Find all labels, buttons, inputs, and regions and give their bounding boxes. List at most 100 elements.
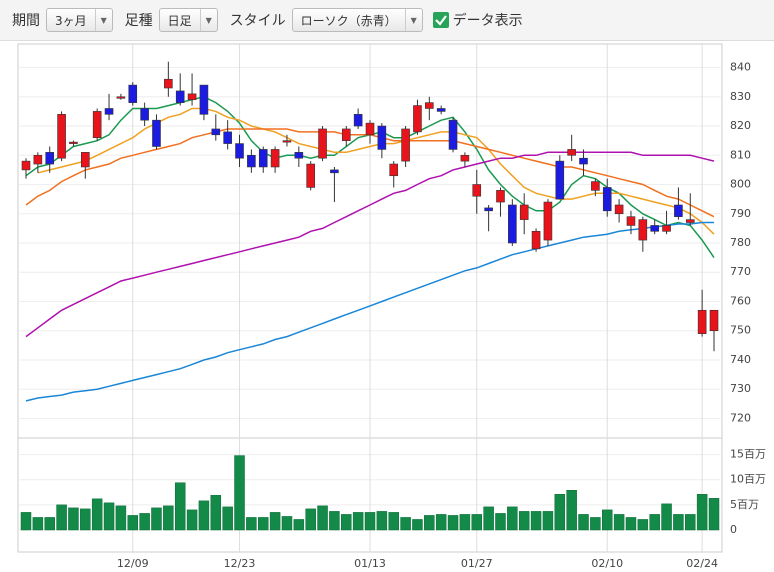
candle-body [211, 128, 221, 136]
candle-body [199, 84, 209, 115]
volume-bar [269, 512, 281, 531]
candle-body [247, 154, 256, 168]
candle-body [116, 96, 126, 99]
candle-body [555, 160, 565, 200]
y-tick-label: 780 [730, 236, 751, 249]
candle-body [294, 152, 304, 159]
candle-body [685, 219, 695, 223]
volume-bar [661, 503, 672, 531]
period-select[interactable]: 3ヶ月 ▼ [46, 8, 113, 32]
candle-body [543, 201, 553, 241]
candle-body [567, 149, 576, 156]
candle-body [638, 219, 648, 241]
volume-tick-label: 0 [730, 523, 737, 536]
bar-value: 日足 [167, 13, 192, 28]
candle-body [104, 108, 114, 115]
volume-bar [174, 482, 186, 531]
candle-body [614, 204, 624, 215]
volume-bar [518, 511, 530, 531]
x-tick-label: 02/10 [591, 557, 623, 570]
candle-body [519, 204, 529, 220]
volume-bar [566, 490, 577, 531]
candle-body [460, 154, 470, 162]
volume-bar [554, 494, 566, 531]
y-tick-label: 720 [730, 411, 751, 424]
volume-bar [435, 514, 447, 531]
volume-bar [542, 511, 554, 531]
y-tick-label: 810 [730, 148, 751, 161]
candle-body [389, 163, 399, 177]
volume-bar [424, 515, 435, 531]
period-label: 期間 [12, 13, 40, 29]
volume-tick-label: 5百万 [730, 498, 759, 511]
candle-body [425, 102, 434, 109]
volume-bar [471, 514, 483, 531]
candle-body [128, 84, 138, 103]
volume-bar [32, 517, 44, 531]
candle-body [496, 190, 505, 203]
volume-bar [257, 517, 269, 531]
style-select[interactable]: ローソク（赤青） ▼ [291, 8, 423, 32]
x-tick-label: 01/13 [354, 557, 386, 570]
candle-body [591, 181, 600, 191]
volume-bar [708, 498, 720, 531]
y-tick-label: 770 [730, 265, 751, 278]
y-tick-label: 730 [730, 382, 751, 395]
candle-body [306, 163, 315, 188]
volume-bar [80, 508, 91, 531]
volume-bar [376, 511, 388, 531]
candle-body [674, 204, 683, 217]
candle-body [282, 140, 292, 143]
toolbar: 期間 3ヶ月 ▼ 足種 日足 ▼ スタイル ローソク（赤青） ▼ データ表示 [0, 0, 774, 41]
y-tick-label: 840 [730, 61, 751, 74]
volume-bar [495, 513, 506, 531]
volume-bar [459, 514, 471, 531]
y-tick-label: 800 [730, 178, 751, 191]
candle-body [436, 108, 446, 112]
candle-body [235, 143, 244, 159]
candle-body [401, 128, 410, 162]
volume-bar [447, 515, 459, 531]
candle-body [472, 184, 482, 197]
volume-bar [103, 502, 115, 531]
volume-bar [507, 506, 518, 531]
candle-body [484, 207, 493, 212]
candle-body [330, 169, 339, 174]
bar-label: 足種 [124, 13, 153, 29]
volume-tick-label: 10百万 [730, 473, 766, 486]
y-tick-label: 820 [730, 119, 751, 132]
candle-body [531, 231, 541, 250]
data-checkbox[interactable] [432, 12, 449, 28]
volume-bar [56, 504, 67, 531]
volume-bar [127, 515, 139, 531]
candle-body [341, 128, 351, 141]
volume-bar [317, 505, 328, 531]
y-tick-label: 750 [730, 324, 751, 337]
candle-body [175, 90, 185, 103]
candle-body [92, 111, 102, 139]
bar-select[interactable]: 日足 ▼ [158, 8, 218, 32]
candle-body [57, 114, 66, 159]
volume-bar [388, 512, 399, 531]
period-value: 3ヶ月 [55, 13, 87, 28]
volume-bar [352, 512, 364, 531]
style-label: スタイル [229, 13, 286, 29]
moving-average-line [25, 151, 715, 338]
y-tick-label: 740 [730, 353, 751, 366]
volume-bar [210, 495, 222, 531]
candle-body [152, 119, 161, 147]
volume-bar [163, 505, 174, 531]
volume-bar [198, 500, 210, 531]
arrow: ▼ [94, 9, 112, 31]
volume-bar [400, 517, 411, 531]
candle-body [270, 149, 280, 168]
x-tick-label: 12/23 [224, 557, 256, 570]
candle-body [413, 105, 422, 133]
y-tick-label: 760 [730, 294, 751, 307]
candle-body [45, 152, 55, 165]
volume-bar [341, 514, 352, 531]
candle-body [223, 131, 232, 144]
volume-bar [696, 494, 708, 531]
volume-bar [601, 509, 613, 531]
